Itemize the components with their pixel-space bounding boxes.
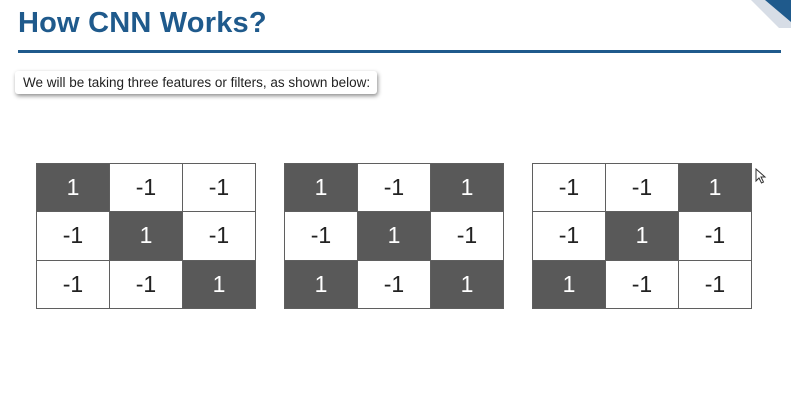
filter-row: 1 -1 1	[284, 162, 504, 213]
filter-row: 1 -1 1	[284, 259, 504, 310]
filter-cell: -1	[109, 162, 183, 213]
page-title: How CNN Works?	[18, 7, 267, 39]
filter-row: 1 -1 -1	[532, 259, 752, 310]
filter-grid-2: 1 -1 1 -1 1 -1 1 -1 1	[284, 162, 504, 310]
filter-cell: 1	[357, 211, 431, 261]
filter-grid-3: -1 -1 1 -1 1 -1 1 -1 -1	[532, 162, 752, 310]
filter-cell: 1	[430, 162, 504, 213]
filter-cell: -1	[182, 211, 256, 261]
filter-cell: 1	[36, 162, 110, 213]
subtitle-callout: We will be taking three features or filt…	[15, 71, 378, 94]
filter-row: -1 1 -1	[36, 211, 256, 261]
filter-grid-1: 1 -1 -1 -1 1 -1 -1 -1 1	[36, 162, 256, 310]
filter-cell: -1	[678, 211, 752, 261]
filter-cell: -1	[532, 162, 606, 213]
filter-cell: -1	[182, 162, 256, 213]
filter-cell: -1	[605, 162, 679, 213]
filter-cell: -1	[605, 259, 679, 310]
filter-row: -1 1 -1	[284, 211, 504, 261]
filter-cell: -1	[678, 259, 752, 310]
filter-cell: -1	[109, 259, 183, 310]
filter-row: 1 -1 -1	[36, 162, 256, 213]
filter-cell: -1	[532, 211, 606, 261]
filter-cell: 1	[284, 162, 358, 213]
filter-cell: 1	[605, 211, 679, 261]
filter-cell: -1	[36, 259, 110, 310]
subtitle-text: We will be taking three features or filt…	[23, 75, 371, 90]
mouse-cursor-icon	[755, 168, 767, 184]
filter-cell: -1	[430, 211, 504, 261]
filter-cell: -1	[284, 211, 358, 261]
title-divider	[18, 50, 781, 53]
filter-row: -1 1 -1	[532, 211, 752, 261]
filter-row: -1 -1 1	[36, 259, 256, 310]
corner-stripes-icon	[751, 0, 791, 28]
filter-cell: 1	[532, 259, 606, 310]
filter-cell: 1	[430, 259, 504, 310]
filter-cell: 1	[182, 259, 256, 310]
filter-cell: -1	[36, 211, 110, 261]
filter-cell: 1	[284, 259, 358, 310]
filter-cell: 1	[109, 211, 183, 261]
filter-cell: -1	[357, 259, 431, 310]
filter-cell: 1	[678, 162, 752, 213]
filter-row: -1 -1 1	[532, 162, 752, 213]
filter-cell: -1	[357, 162, 431, 213]
